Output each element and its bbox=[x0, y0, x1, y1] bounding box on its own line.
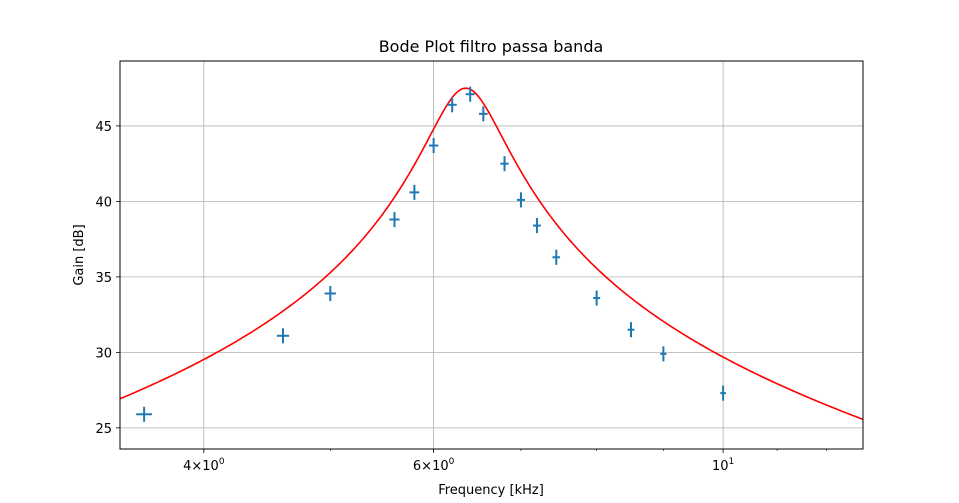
data-point bbox=[447, 97, 457, 113]
x-tick-label: 6×100 bbox=[413, 457, 455, 474]
y-tick-label: 40 bbox=[95, 195, 112, 210]
y-tick-label: 25 bbox=[95, 422, 112, 437]
data-point bbox=[500, 156, 509, 172]
data-point bbox=[593, 290, 601, 306]
data-point bbox=[409, 184, 420, 200]
y-axis-label: Gain [dB] bbox=[72, 224, 87, 285]
y-tick-label: 30 bbox=[95, 346, 112, 361]
x-tick-label: 4×100 bbox=[183, 457, 225, 474]
x-tick-label: 101 bbox=[712, 457, 734, 474]
data-point bbox=[465, 86, 475, 102]
x-axis-label: Frequency [kHz] bbox=[438, 483, 544, 498]
data-point bbox=[552, 249, 561, 265]
data-point bbox=[428, 137, 439, 154]
data-point bbox=[389, 211, 400, 228]
plot-area bbox=[120, 86, 863, 422]
data-point bbox=[660, 346, 667, 362]
grid-lines bbox=[120, 61, 863, 449]
axes-frame bbox=[119, 60, 864, 450]
data-point bbox=[478, 106, 488, 122]
data-point bbox=[532, 218, 541, 234]
x-axis-ticks: 4×100 6×100 101 bbox=[183, 449, 827, 474]
data-point bbox=[627, 322, 635, 338]
data-point bbox=[516, 192, 526, 208]
data-point bbox=[276, 328, 290, 344]
data-point bbox=[324, 285, 336, 302]
y-axis-ticks: 25 30 35 40 45 bbox=[95, 120, 120, 437]
data-point bbox=[720, 385, 726, 401]
chart-title: Bode Plot filtro passa banda bbox=[379, 37, 604, 56]
y-tick-label: 45 bbox=[95, 120, 112, 135]
fit-curve bbox=[120, 87, 863, 421]
y-tick-label: 35 bbox=[95, 271, 112, 286]
series-group bbox=[120, 86, 863, 422]
data-point bbox=[136, 406, 152, 422]
